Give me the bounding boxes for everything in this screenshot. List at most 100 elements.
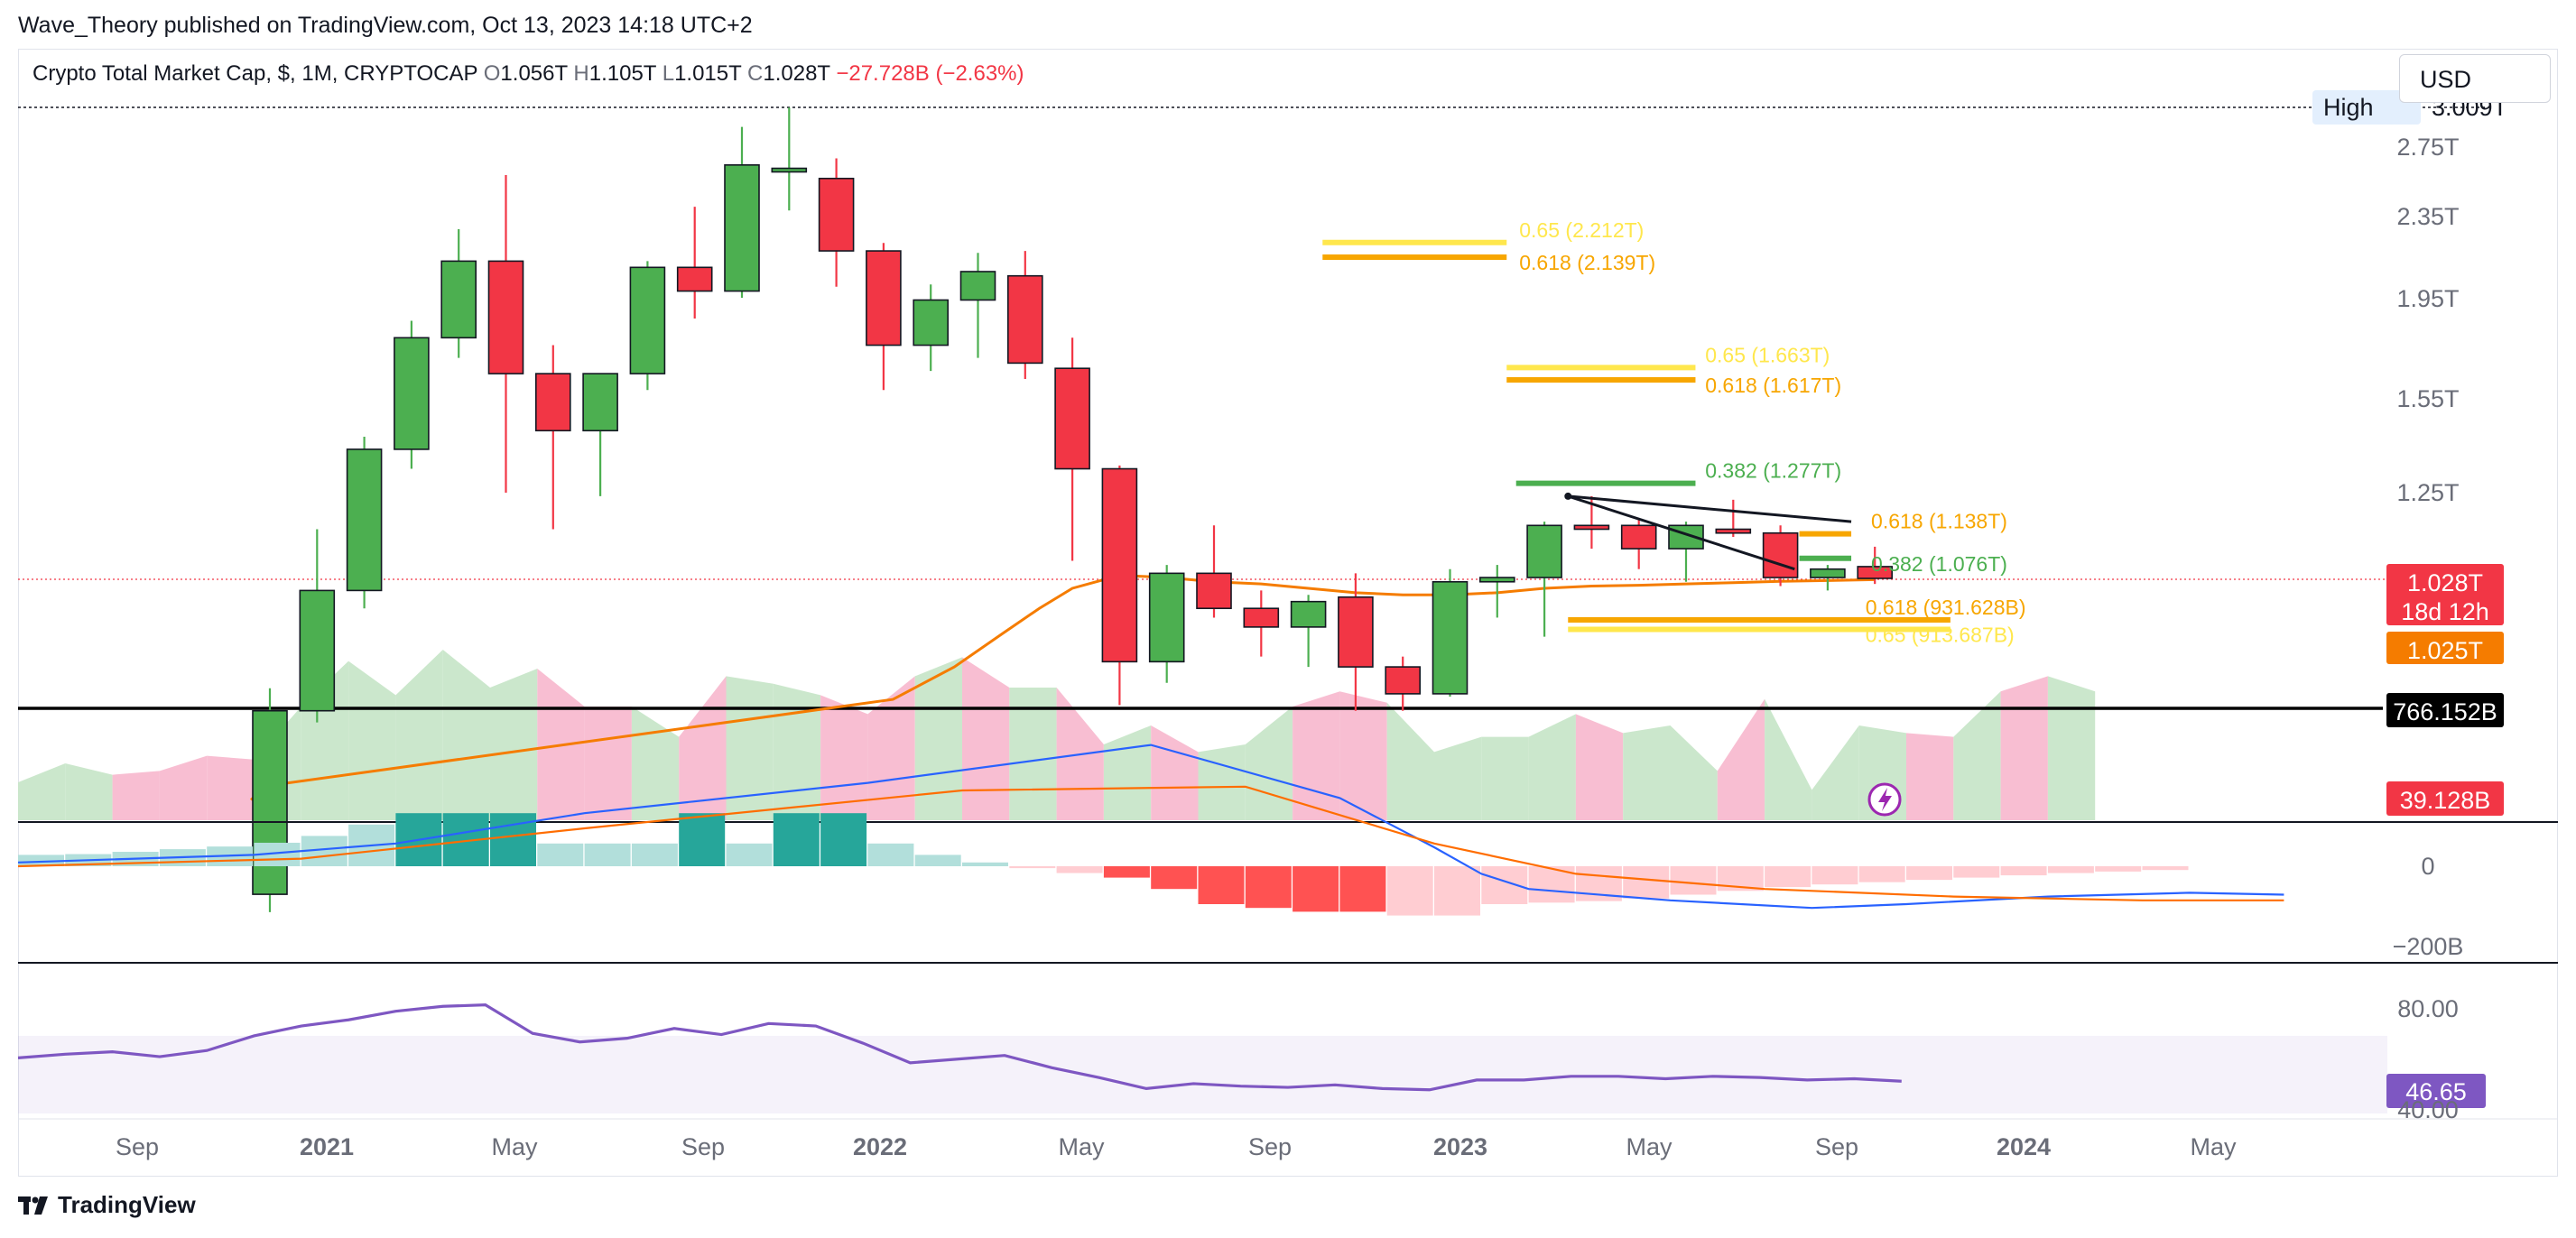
ema-badge-bg	[2386, 632, 2504, 664]
candle-up	[346, 448, 383, 592]
volume-area-segment	[820, 695, 868, 820]
volume-area-segment	[1009, 688, 1057, 820]
fib-level-label: 0.382 (1.076T)	[1871, 552, 2007, 576]
volume-area-segment	[1812, 725, 1859, 820]
macd-histogram-bar	[962, 862, 1008, 866]
volume-area-segment	[1339, 691, 1387, 820]
volume-area-segment	[1765, 698, 1812, 820]
macd-histogram-bar	[1103, 866, 1150, 878]
fib-level-label: 0.65 (1.663T)	[1705, 343, 1830, 366]
candle-up	[771, 167, 808, 173]
open-value: 1.056T	[500, 61, 568, 86]
symbol-legend[interactable]: Crypto Total Market Cap, $, 1M, CRYPTOCA…	[32, 61, 1024, 87]
x-axis-tick-label: May	[491, 1133, 538, 1160]
rsi-line	[17, 1003, 1902, 1092]
close-label: C	[747, 61, 764, 86]
volume-badge: 39.128B	[2400, 787, 2491, 814]
candle-up	[913, 299, 950, 346]
lightning-bolt	[1878, 788, 1892, 811]
candle-down	[1762, 531, 1799, 578]
candle-down	[1196, 572, 1232, 610]
price-badge: 1.028T	[2407, 569, 2483, 596]
macd-histogram-bar	[1339, 866, 1386, 912]
macd-histogram-bar	[1953, 866, 2000, 878]
macd-histogram-bar	[679, 813, 726, 866]
volume-area-segment	[1151, 725, 1199, 820]
macd-histogram-bar	[1434, 866, 1480, 916]
x-axis-tick-label: May	[2190, 1133, 2237, 1160]
publisher-attribution: Wave_Theory published on TradingView.com…	[18, 13, 753, 38]
high-badge-label: High	[2323, 94, 2374, 121]
volume-area-segment	[1953, 691, 2001, 820]
currency-button[interactable]: USD	[2399, 54, 2551, 103]
candle-down	[1573, 524, 1610, 531]
volume-area-segment	[584, 707, 632, 820]
x-axis-tick-label: 2024	[1997, 1133, 2051, 1160]
fib-level-label: 0.618 (2.139T)	[1519, 251, 1655, 274]
low-label: L	[662, 61, 675, 86]
rsi-badge-bg	[2386, 1074, 2486, 1108]
macd-line	[17, 744, 2284, 910]
candle-up	[959, 271, 996, 301]
x-axis-tick-label: Sep	[681, 1133, 725, 1160]
macd-histogram-bar	[1293, 866, 1339, 912]
volume-area-segment	[726, 676, 774, 820]
chart-frame[interactable]	[18, 49, 2558, 1177]
macd-histogram-bar	[2047, 866, 2094, 873]
y-axis-tick-label: 1.25T	[2396, 479, 2459, 506]
candle-down	[1054, 367, 1090, 470]
fib-levels-layer	[1322, 239, 1951, 633]
candle-down	[1857, 566, 1893, 579]
volume-area-segment	[1103, 725, 1152, 820]
volume-area-segment	[442, 650, 490, 820]
candle-up	[440, 260, 477, 339]
macd-histogram-bar	[1151, 866, 1198, 890]
y-axis-tick-label: 2.35T	[2396, 203, 2459, 230]
volume-area-segment	[159, 755, 208, 820]
fib-level-label: 0.65 (2.212T)	[1519, 218, 1644, 242]
support-badge-bg	[2386, 693, 2504, 727]
support-badge: 766.152B	[2393, 698, 2497, 725]
candle-down	[676, 266, 713, 292]
candle-down	[818, 177, 855, 252]
fib-level-label: 0.382 (1.277T)	[1705, 459, 1841, 483]
candle-up	[582, 373, 618, 432]
x-axis-tick-label: 2022	[853, 1133, 907, 1160]
macd-histogram-bar	[584, 843, 631, 866]
fib-level-label: 0.618 (1.617T)	[1705, 374, 1841, 397]
candle-up	[724, 164, 760, 292]
volume-area-segment	[1293, 691, 1340, 820]
volume-area-segment	[1481, 736, 1529, 820]
candle-down	[1243, 607, 1280, 628]
x-axis-tick-label: 2021	[300, 1133, 354, 1160]
macd-histogram-bar	[1386, 866, 1433, 916]
macd-histogram-bar	[1198, 866, 1245, 904]
rsi-axis-tick: 80.00	[2397, 995, 2459, 1022]
candle-up	[1432, 580, 1469, 695]
trendline	[1567, 494, 1795, 571]
fib-level-label: 0.618 (1.138T)	[1871, 510, 2007, 533]
y-axis-tick-label: 1.55T	[2396, 385, 2459, 412]
volume-area-segment	[1670, 725, 1718, 820]
macd-histogram-bar	[1245, 866, 1292, 909]
volume-area-segment	[1245, 707, 1293, 820]
candle-down	[1385, 666, 1421, 695]
x-axis-tick-label: May	[1058, 1133, 1105, 1160]
macd-histogram-bar	[2000, 866, 2047, 876]
x-axis-tick-label: Sep	[1248, 1133, 1292, 1160]
volume-area-segment	[490, 669, 538, 820]
volume-area-segment	[773, 683, 821, 820]
macd-histogram-bar	[1481, 866, 1528, 904]
volume-area-segment	[2000, 676, 2048, 820]
y-axis-tick-label: 2.75T	[2396, 134, 2459, 161]
candle-up	[1148, 572, 1185, 663]
lightning-marker-icon	[1867, 782, 1902, 817]
x-axis-tick-label: May	[1626, 1133, 1673, 1160]
candle-up	[1479, 577, 1515, 583]
symbol-name[interactable]: Crypto Total Market Cap, $, 1M, CRYPTOCA…	[32, 61, 478, 86]
high-value: 1.105T	[588, 61, 657, 86]
ema-badge: 1.025T	[2407, 637, 2483, 664]
macd-histogram-bar	[726, 843, 773, 866]
tradingview-brand[interactable]: TradingView	[18, 1191, 196, 1219]
